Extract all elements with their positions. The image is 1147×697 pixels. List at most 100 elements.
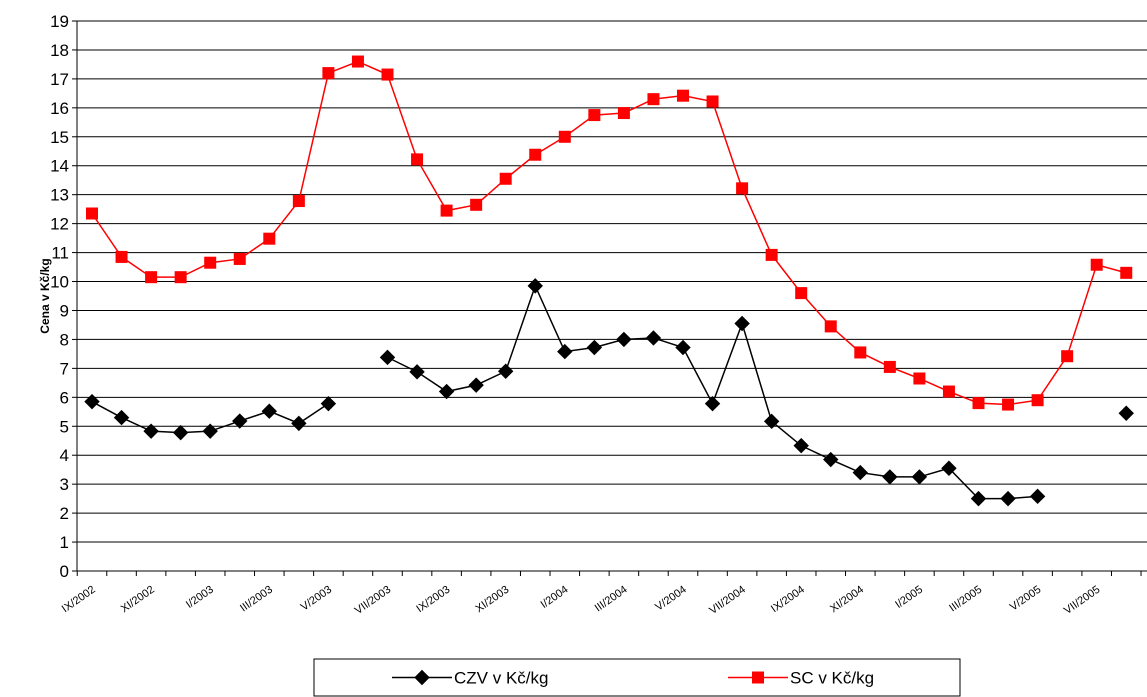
data-point <box>381 68 394 81</box>
data-point <box>586 339 603 356</box>
data-point <box>1090 258 1103 271</box>
legend-label: SC v Kč/kg <box>790 669 874 688</box>
y-tick-label: 19 <box>50 12 69 31</box>
y-tick-label: 2 <box>60 504 69 523</box>
data-point <box>204 256 217 269</box>
y-tick-label: 0 <box>60 562 69 581</box>
data-point <box>704 395 721 412</box>
data-point <box>292 195 305 208</box>
y-tick-label: 15 <box>50 128 69 147</box>
data-point <box>1031 394 1044 407</box>
data-point <box>145 271 158 284</box>
data-point <box>913 372 926 385</box>
data-point <box>113 409 130 426</box>
data-point <box>852 464 869 481</box>
data-point <box>736 182 749 195</box>
data-point <box>795 287 808 300</box>
legend-label: CZV v Kč/kg <box>454 669 548 688</box>
data-point <box>588 109 601 122</box>
x-tick-label: IX/2003 <box>414 584 452 616</box>
y-tick-label: 9 <box>60 301 69 320</box>
data-point <box>645 330 662 346</box>
y-tick-label: 14 <box>50 157 69 176</box>
data-point <box>617 107 630 120</box>
data-point <box>499 172 512 185</box>
x-tick-label: III/2004 <box>593 584 630 615</box>
y-tick-label: 18 <box>50 41 69 60</box>
data-point <box>261 403 278 419</box>
x-tick-label: III/2005 <box>947 584 984 615</box>
data-point <box>972 397 985 410</box>
data-point <box>497 363 514 379</box>
grid-lines <box>77 20 1147 572</box>
data-point <box>942 385 955 398</box>
x-tick-label: III/2003 <box>238 584 275 615</box>
series-czv <box>84 278 1134 507</box>
y-tick-label: 8 <box>60 330 69 349</box>
legend-marker <box>752 671 764 684</box>
legend-item: SC v Kč/kg <box>728 669 874 688</box>
x-tick-label: I/2004 <box>539 584 571 611</box>
data-point <box>379 349 396 366</box>
x-tick-label: VII/2003 <box>353 584 393 617</box>
data-point <box>911 469 928 485</box>
data-point <box>1120 266 1133 279</box>
data-point <box>351 55 364 68</box>
data-point <box>174 271 187 284</box>
data-point <box>1002 398 1015 411</box>
y-tick-label: 5 <box>60 417 69 436</box>
data-point <box>557 343 573 360</box>
data-point <box>882 469 898 485</box>
data-point <box>1029 488 1046 505</box>
data-point <box>1061 350 1074 363</box>
x-tick-label: IX/2004 <box>769 584 807 616</box>
legend: CZV v Kč/kg SC v Kč/kg <box>313 658 961 697</box>
data-point <box>468 377 484 393</box>
data-point <box>793 437 809 454</box>
series-line <box>387 283 1038 500</box>
data-point <box>470 198 483 211</box>
data-point <box>411 153 424 166</box>
data-point <box>529 148 542 161</box>
series-line <box>91 60 1127 406</box>
data-point <box>172 424 189 441</box>
x-tick-label: XI/2002 <box>119 584 157 616</box>
y-tick-label: 3 <box>60 475 69 494</box>
series-sc <box>86 55 1133 411</box>
data-point <box>883 360 896 373</box>
data-point <box>143 423 159 439</box>
data-point <box>527 278 543 294</box>
data-point <box>440 204 453 217</box>
y-tick-label: 13 <box>50 186 69 205</box>
legend-marker <box>414 669 430 686</box>
data-point <box>734 315 750 332</box>
x-tick-label: IX/2002 <box>60 584 98 616</box>
data-point <box>202 423 218 439</box>
data-point <box>322 67 335 80</box>
data-point <box>320 395 337 412</box>
data-point <box>970 490 987 507</box>
data-point <box>765 248 778 261</box>
data-point <box>706 95 719 108</box>
x-tick-label: V/2003 <box>299 584 334 614</box>
legend-item: CZV v Kč/kg <box>392 669 548 688</box>
data-point <box>1118 405 1134 421</box>
y-tick-label: 11 <box>51 244 69 263</box>
y-axis-title: Cena v Kč/kg <box>38 258 52 333</box>
y-tick-label: 6 <box>60 388 69 407</box>
data-point <box>677 89 689 102</box>
y-tick-label: 4 <box>60 446 69 465</box>
y-tick-label: 17 <box>50 70 69 89</box>
y-tick-label: 16 <box>50 99 69 118</box>
data-point <box>854 346 867 359</box>
data-point <box>675 339 691 356</box>
data-point <box>616 331 632 348</box>
x-tick-label: I/2005 <box>893 584 925 611</box>
data-point <box>823 451 839 468</box>
x-tick-label: XI/2004 <box>828 584 866 616</box>
y-tick-label: 7 <box>60 359 69 378</box>
x-tick-label: V/2004 <box>653 584 688 614</box>
x-tick-label: VII/2005 <box>1062 584 1102 617</box>
